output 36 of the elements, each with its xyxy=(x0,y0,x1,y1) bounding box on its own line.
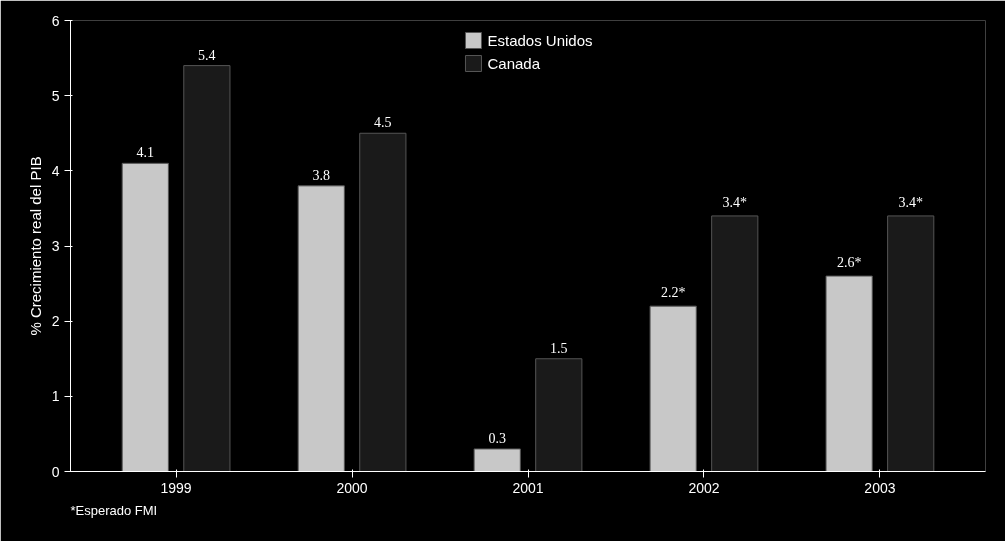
x-tick-label: 2000 xyxy=(336,479,368,496)
bar xyxy=(711,215,759,472)
y-tick-label: 4 xyxy=(51,162,60,179)
text: *Esperado FMI xyxy=(70,502,158,518)
x-tick-label: 2001 xyxy=(512,479,544,496)
legend-label: Canada xyxy=(487,54,541,72)
bar xyxy=(359,132,407,472)
legend-label: Estados Unidos xyxy=(487,31,593,49)
bar xyxy=(887,215,935,472)
data-label: 5.4 xyxy=(198,47,216,63)
bar xyxy=(183,65,231,472)
bar xyxy=(297,185,345,472)
y-tick-label: 6 xyxy=(51,12,60,29)
data-label: 1.5 xyxy=(550,340,568,356)
data-label: 4.5 xyxy=(374,115,392,131)
data-label: 3.8 xyxy=(312,167,330,183)
data-label: 2.6* xyxy=(836,255,862,271)
bar xyxy=(649,305,697,472)
y-tick-label: 3 xyxy=(51,238,60,254)
y-tick-label: 1 xyxy=(51,388,60,405)
bar xyxy=(121,162,169,472)
bar xyxy=(825,275,873,472)
y-tick-label: 2 xyxy=(51,313,60,330)
x-tick-label: 2003 xyxy=(864,479,896,496)
bar xyxy=(473,448,521,472)
y-axis-title: % Crecimiento real del PIB xyxy=(26,156,44,336)
data-label: 0.3 xyxy=(488,430,506,446)
data-label: 2.2* xyxy=(660,285,686,301)
data-label: 3.4* xyxy=(722,194,747,210)
y-tick-label: 5 xyxy=(51,87,60,104)
data-label: 4.1 xyxy=(136,145,155,161)
x-tick-label: 2002 xyxy=(688,479,720,496)
y-tick-label: 0 xyxy=(51,463,60,480)
x-tick-label: 1999 xyxy=(160,479,192,496)
data-label: 3.4* xyxy=(898,194,923,210)
bar xyxy=(535,358,583,472)
